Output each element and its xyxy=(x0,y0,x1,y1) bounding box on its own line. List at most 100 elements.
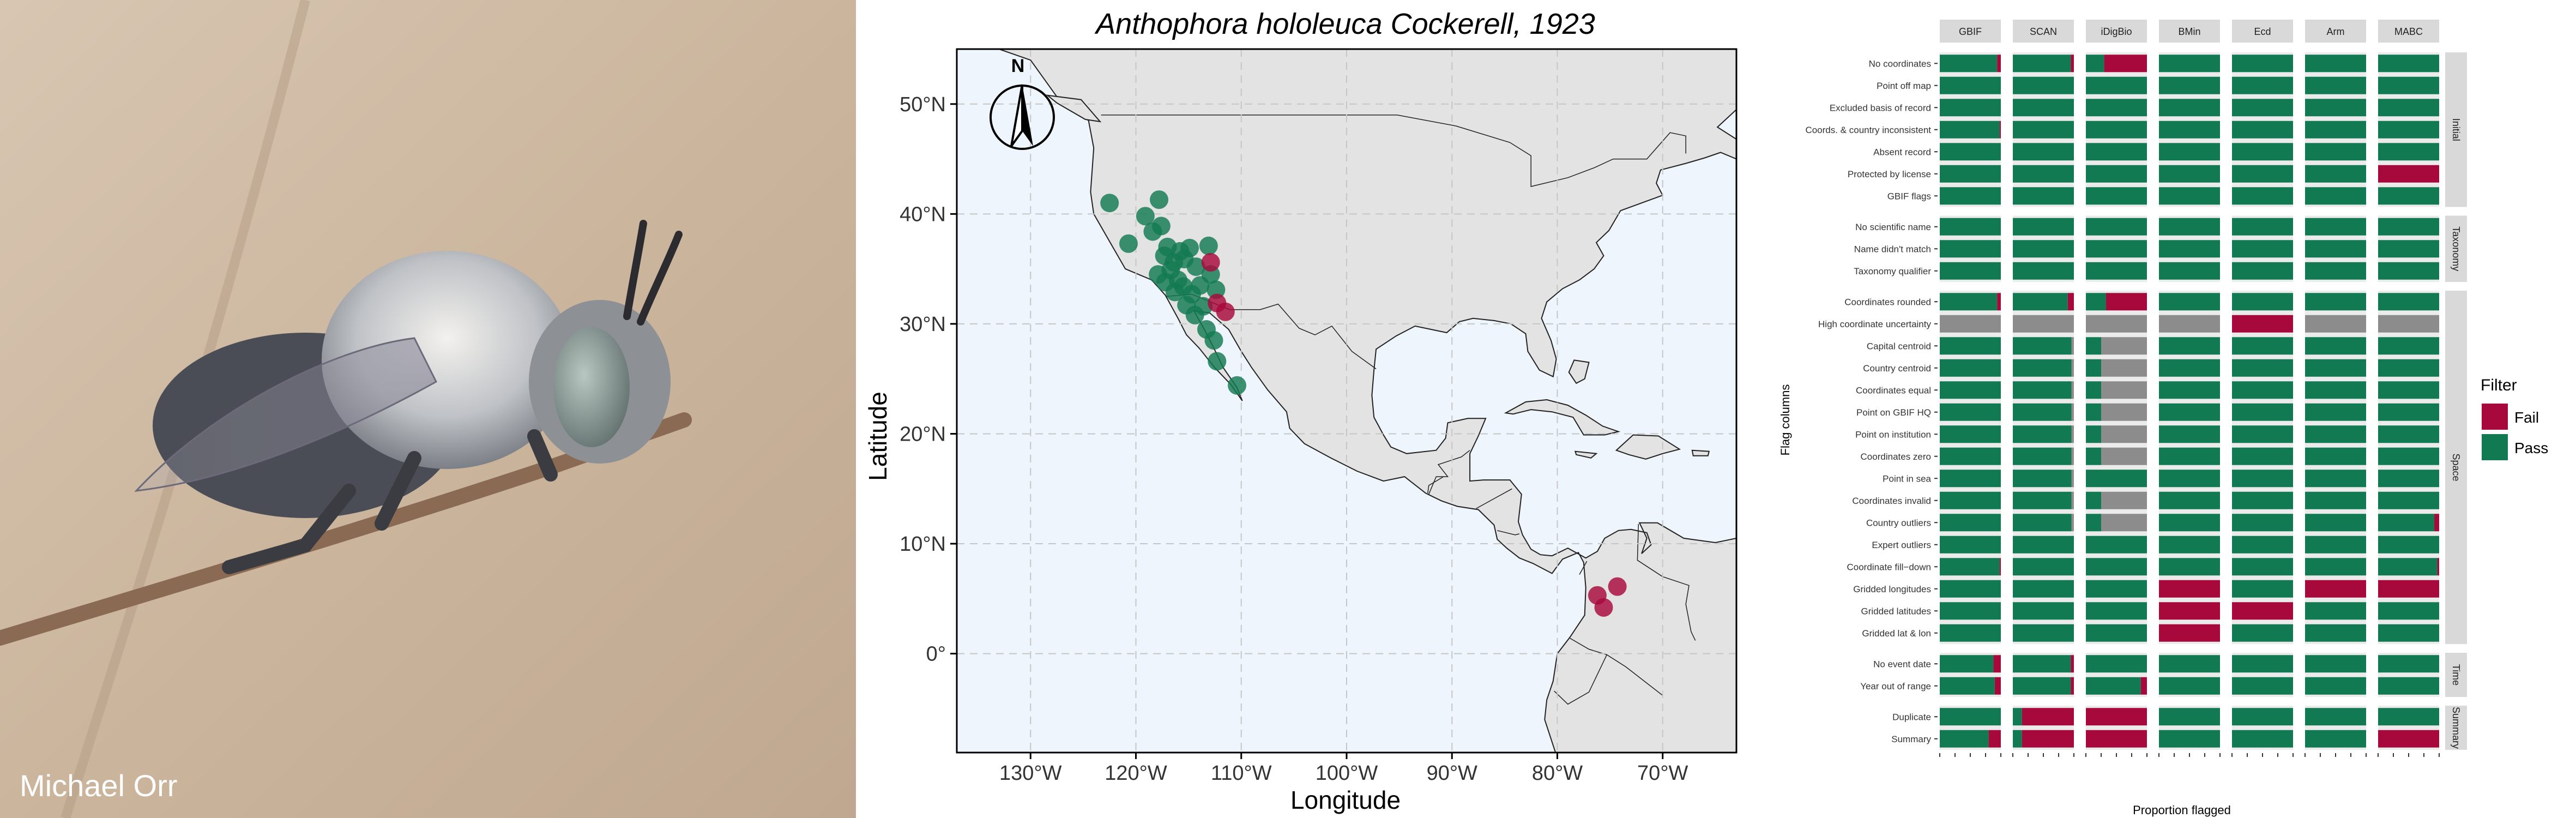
bar-segment-pass xyxy=(1940,165,2001,183)
bar-segment-fail xyxy=(2232,602,2293,620)
bar-segment-pass xyxy=(2378,677,2439,695)
bee-photo xyxy=(0,0,856,818)
bar-segment-fail xyxy=(1999,558,2001,576)
map-title: Anthophora hololeuca Cockerell, 1923 xyxy=(1094,8,1595,40)
bar-segment-pass xyxy=(2305,677,2366,695)
bar-segment-pass xyxy=(2159,76,2220,94)
bar-segment-pass xyxy=(1940,536,2001,554)
bar-segment-fail xyxy=(1993,655,2001,673)
bar-segment-pass xyxy=(2378,491,2439,509)
bar-segment-pass xyxy=(1940,121,2000,139)
bar-segment-pass xyxy=(2086,187,2147,205)
bar-segment-pass xyxy=(2378,76,2439,94)
bar-segment-fail xyxy=(1997,293,2001,311)
bar-segment-pass xyxy=(2159,708,2220,726)
bar-segment-fail xyxy=(2104,55,2147,73)
north-arrow-needle-light xyxy=(1010,84,1023,147)
bar-segment-pass xyxy=(2086,536,2147,554)
facet-row-label: Initial xyxy=(2451,118,2462,141)
flag-row-label: Gridded latitudes xyxy=(1861,606,1931,616)
bar-segment-pass xyxy=(2232,262,2293,280)
facet-strip-column xyxy=(1940,20,2001,43)
occurrence-point-pass xyxy=(1208,352,1227,371)
bar-segment-fail xyxy=(1999,121,2001,139)
bar-segment-pass xyxy=(2232,121,2293,139)
bar-segment-pass xyxy=(2086,240,2147,258)
north-label: N xyxy=(1011,56,1025,76)
facet-strip-row xyxy=(2445,215,2467,282)
bar-segment-pass xyxy=(2013,121,2074,139)
border-alaska xyxy=(1029,49,1031,50)
bee-legs xyxy=(222,429,558,574)
bar-segment-pass xyxy=(2013,337,2072,355)
flag-row-label: Point on institution xyxy=(1855,429,1931,440)
island-cuba xyxy=(1504,399,1621,436)
legend: Filter Fail Pass xyxy=(2481,376,2548,460)
bar-segment-na xyxy=(2101,447,2147,465)
facet-row-label: Time xyxy=(2451,664,2462,685)
bar-segment-pass xyxy=(1940,708,2001,726)
facet-column-label: BMin xyxy=(2178,26,2200,37)
bar-segment-pass xyxy=(1940,655,1994,673)
bar-segment-pass xyxy=(2232,187,2293,205)
bar-segment-fail xyxy=(2086,708,2147,726)
bar-segment-pass xyxy=(2086,165,2147,183)
map-ytick-label: 10°N xyxy=(900,533,946,556)
bar-segment-pass xyxy=(2378,99,2439,117)
occurrence-point-pass xyxy=(1171,242,1190,261)
legend-swatch-fail xyxy=(2482,404,2508,430)
occurrence-point-fail xyxy=(1608,577,1627,596)
bar-segment-na xyxy=(2101,403,2147,421)
bar-segment-pass xyxy=(2086,514,2101,532)
border-peru xyxy=(1554,654,1607,705)
bar-segment-pass xyxy=(2159,218,2220,236)
map-panel: 130°W 120°W 110°W 100°W 90°W 80°W 70°W 50°N 40°N… xyxy=(900,48,1738,785)
bar-segment-pass xyxy=(1940,218,2001,236)
bee-eye xyxy=(553,327,630,447)
flag-row-label: No event date xyxy=(1873,659,1931,669)
bar-segment-pass xyxy=(2305,624,2366,642)
flag-row-label: Gridded longitudes xyxy=(1853,584,1931,594)
bar-segment-pass xyxy=(2086,491,2101,509)
flag-row-label: Capital centroid xyxy=(1867,341,1931,351)
bar-segment-pass xyxy=(1940,558,2000,576)
bar-segment-pass xyxy=(2378,403,2439,421)
bar-segment-pass xyxy=(2086,55,2104,73)
bar-segment-pass xyxy=(2232,99,2293,117)
bar-segment-pass xyxy=(2305,165,2366,183)
occurrence-point-pass xyxy=(1150,190,1169,209)
facet-column-label: iDigBio xyxy=(2101,26,2132,37)
bar-segment-pass xyxy=(1940,99,2001,117)
bar-segment-pass xyxy=(2305,293,2366,311)
bar-segment-pass xyxy=(2378,655,2439,673)
bar-segment-pass xyxy=(2378,293,2439,311)
flag-row-label: Coordinates invalid xyxy=(1852,496,1931,506)
bar-segment-pass xyxy=(2305,730,2366,748)
bar-segment-pass xyxy=(2013,76,2074,94)
bar-segment-pass xyxy=(2378,425,2439,443)
bar-segment-pass xyxy=(2232,708,2293,726)
bar-segment-pass xyxy=(2378,240,2439,258)
bar-segment-pass xyxy=(2305,447,2366,465)
map-xtick-label: 130°W xyxy=(999,762,1062,785)
bar-segment-pass xyxy=(2013,536,2074,554)
bar-segment-pass xyxy=(1940,677,1995,695)
facet-strip-column xyxy=(2305,20,2366,43)
bar-segment-na xyxy=(2101,491,2147,509)
bar-segment-pass xyxy=(2159,425,2220,443)
bar-segment-pass xyxy=(2013,624,2074,642)
map-xtick-label: 90°W xyxy=(1427,762,1477,785)
map-ytick-label: 0° xyxy=(926,643,946,666)
map-xtick-label: 110°W xyxy=(1211,762,1272,785)
bar-segment-pass xyxy=(1940,491,2001,509)
bar-segment-pass xyxy=(2305,143,2366,161)
facet-row-label: Space xyxy=(2451,453,2462,481)
occurrence-point-pass xyxy=(1186,257,1205,276)
bar-segment-na xyxy=(1940,315,2001,333)
map-ytick-label: 40°N xyxy=(900,203,946,226)
bar-segment-pass xyxy=(2159,655,2220,673)
bar-segment-fail xyxy=(2378,165,2439,183)
bar-segment-pass xyxy=(1940,76,2001,94)
bar-segment-pass xyxy=(2232,240,2293,258)
bar-segment-pass xyxy=(1940,187,2001,205)
